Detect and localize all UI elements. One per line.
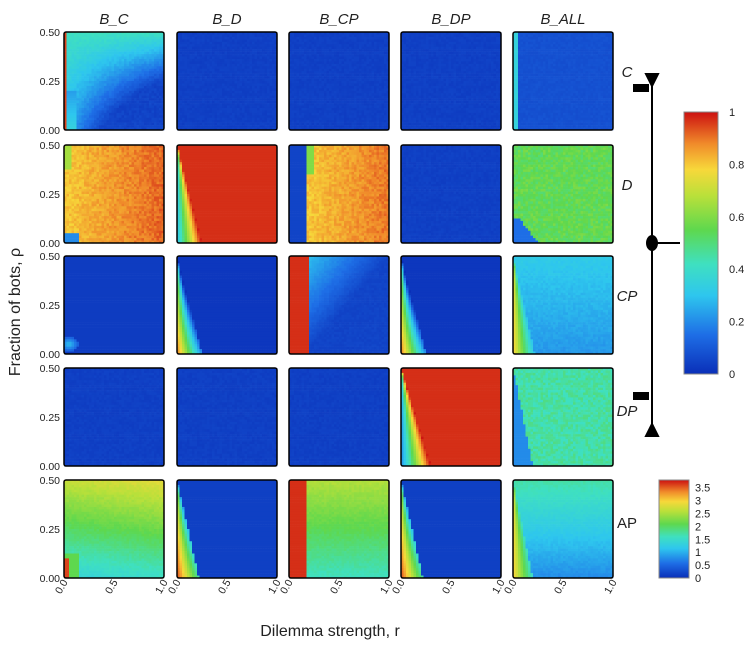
heatmap-grid [64, 32, 613, 578]
y-tick-label: 0.50 [40, 27, 61, 39]
y-tick-label: 0.25 [40, 524, 61, 536]
x-tick-label: 0.5 [216, 577, 234, 596]
x-tick-label: 0.5 [440, 577, 458, 596]
fraction-colorbar-tick: 0.6 [729, 212, 744, 224]
panel-AP_BDP [401, 480, 501, 578]
y-tick-label: 0.50 [40, 140, 61, 152]
fraction-colorbar-tick: 0 [729, 369, 735, 381]
panel-DP_BC [64, 368, 164, 466]
ap-colorbar-ticks: 00.511.522.533.5 [695, 483, 710, 585]
panel-AP_BD [177, 480, 277, 578]
ap-colorbar-tick: 0 [695, 573, 701, 585]
panel-C_BDP [401, 32, 501, 130]
panel-D_BD [177, 145, 277, 243]
y-tick-label: 0.25 [40, 189, 61, 201]
panel-CP_BDP [401, 256, 501, 354]
row-bracket [634, 74, 680, 436]
column-header-b_dp: B_DP [431, 11, 470, 28]
panel-C_BALL [513, 32, 613, 130]
x-tick-label: 0.5 [103, 577, 121, 596]
column-header-b_d: B_D [212, 11, 241, 28]
panel-CP_BC [64, 256, 164, 354]
fraction-colorbar-tick: 1 [729, 107, 735, 119]
y-tick-labels: 0.000.250.500.000.250.500.000.250.500.00… [40, 27, 61, 585]
column-header-b_c: B_C [99, 11, 128, 28]
y-tick-label: 0.00 [40, 461, 61, 473]
panel-AP_BALL [513, 480, 613, 578]
x-tick-label: 0.0 [502, 577, 520, 596]
row-labels: C D CP DP AP [617, 64, 638, 532]
y-tick-label: 0.25 [40, 412, 61, 424]
panel-D_BDP [401, 145, 501, 243]
x-tick-labels: 0.0 0.5 1.00.0 0.5 1.00.0 0.5 1.00.0 0.5 1.00.0 0… [53, 577, 620, 596]
panel-CP_BALL [513, 256, 613, 354]
fraction-colorbar-tick: 0.8 [729, 159, 744, 171]
x-tick-label: 0.0 [390, 577, 408, 596]
y-tick-label: 0.00 [40, 238, 61, 250]
row-label-c: C [622, 64, 633, 81]
ap-colorbar-tick: 2 [695, 521, 701, 533]
panel-D_BC [64, 145, 164, 243]
row-label-ap: AP [617, 515, 637, 532]
panel-AP_BC [64, 480, 164, 578]
row-label-d: D [622, 177, 633, 194]
panel-DP_BALL [513, 368, 613, 466]
column-headers: B_C B_D B_CP B_DP B_ALL [99, 11, 585, 28]
row-label-cp: CP [617, 288, 638, 305]
y-axis-label: Fraction of bots, ρ [7, 248, 24, 376]
column-header-b_cp: B_CP [319, 11, 358, 28]
ap-colorbar-tick: 0.5 [695, 560, 710, 572]
panel-C_BD [177, 32, 277, 130]
x-tick-label: 1.0 [602, 577, 620, 596]
y-tick-label: 0.25 [40, 76, 61, 88]
ap-colorbar-tick: 3 [695, 496, 701, 508]
ap-colorbar-tick: 1.5 [695, 534, 710, 546]
column-header-b_all: B_ALL [540, 11, 585, 28]
ap-colorbar: 00.511.522.533.5 [659, 480, 710, 585]
ap-colorbar-tick: 1 [695, 547, 701, 559]
y-tick-label: 0.50 [40, 363, 61, 375]
fraction-colorbar-tick: 0.2 [729, 317, 744, 329]
ap-colorbar-tick: 2.5 [695, 509, 710, 521]
panel-C_BC [64, 32, 164, 130]
y-tick-label: 0.50 [40, 251, 61, 263]
fraction-colorbar-ticks: 0 0.2 0.4 0.6 0.8 1 [729, 107, 744, 381]
x-tick-label: 0.0 [166, 577, 184, 596]
panel-DP_BDP [401, 368, 501, 466]
panel-D_BCP [289, 145, 389, 243]
panel-CP_BD [177, 256, 277, 354]
panel-D_BALL [513, 145, 613, 243]
x-tick-label: 0.0 [278, 577, 296, 596]
fraction-colorbar-tick: 0.4 [729, 264, 744, 276]
x-tick-label: 0.5 [552, 577, 570, 596]
panel-C_BCP [289, 32, 389, 130]
y-tick-label: 0.50 [40, 475, 61, 487]
panel-DP_BCP [289, 368, 389, 466]
y-tick-label: 0.25 [40, 300, 61, 312]
panel-AP_BCP [289, 480, 389, 578]
fraction-colorbar: 0 0.2 0.4 0.6 0.8 1 [684, 107, 744, 381]
y-tick-label: 0.00 [40, 125, 61, 137]
ap-colorbar-tick: 3.5 [695, 483, 710, 495]
panel-CP_BCP [289, 256, 389, 354]
y-tick-label: 0.00 [40, 349, 61, 361]
panel-DP_BD [177, 368, 277, 466]
row-label-dp: DP [617, 403, 638, 420]
x-axis-label: Dilemma strength, r [260, 623, 400, 640]
x-tick-label: 0.5 [328, 577, 346, 596]
